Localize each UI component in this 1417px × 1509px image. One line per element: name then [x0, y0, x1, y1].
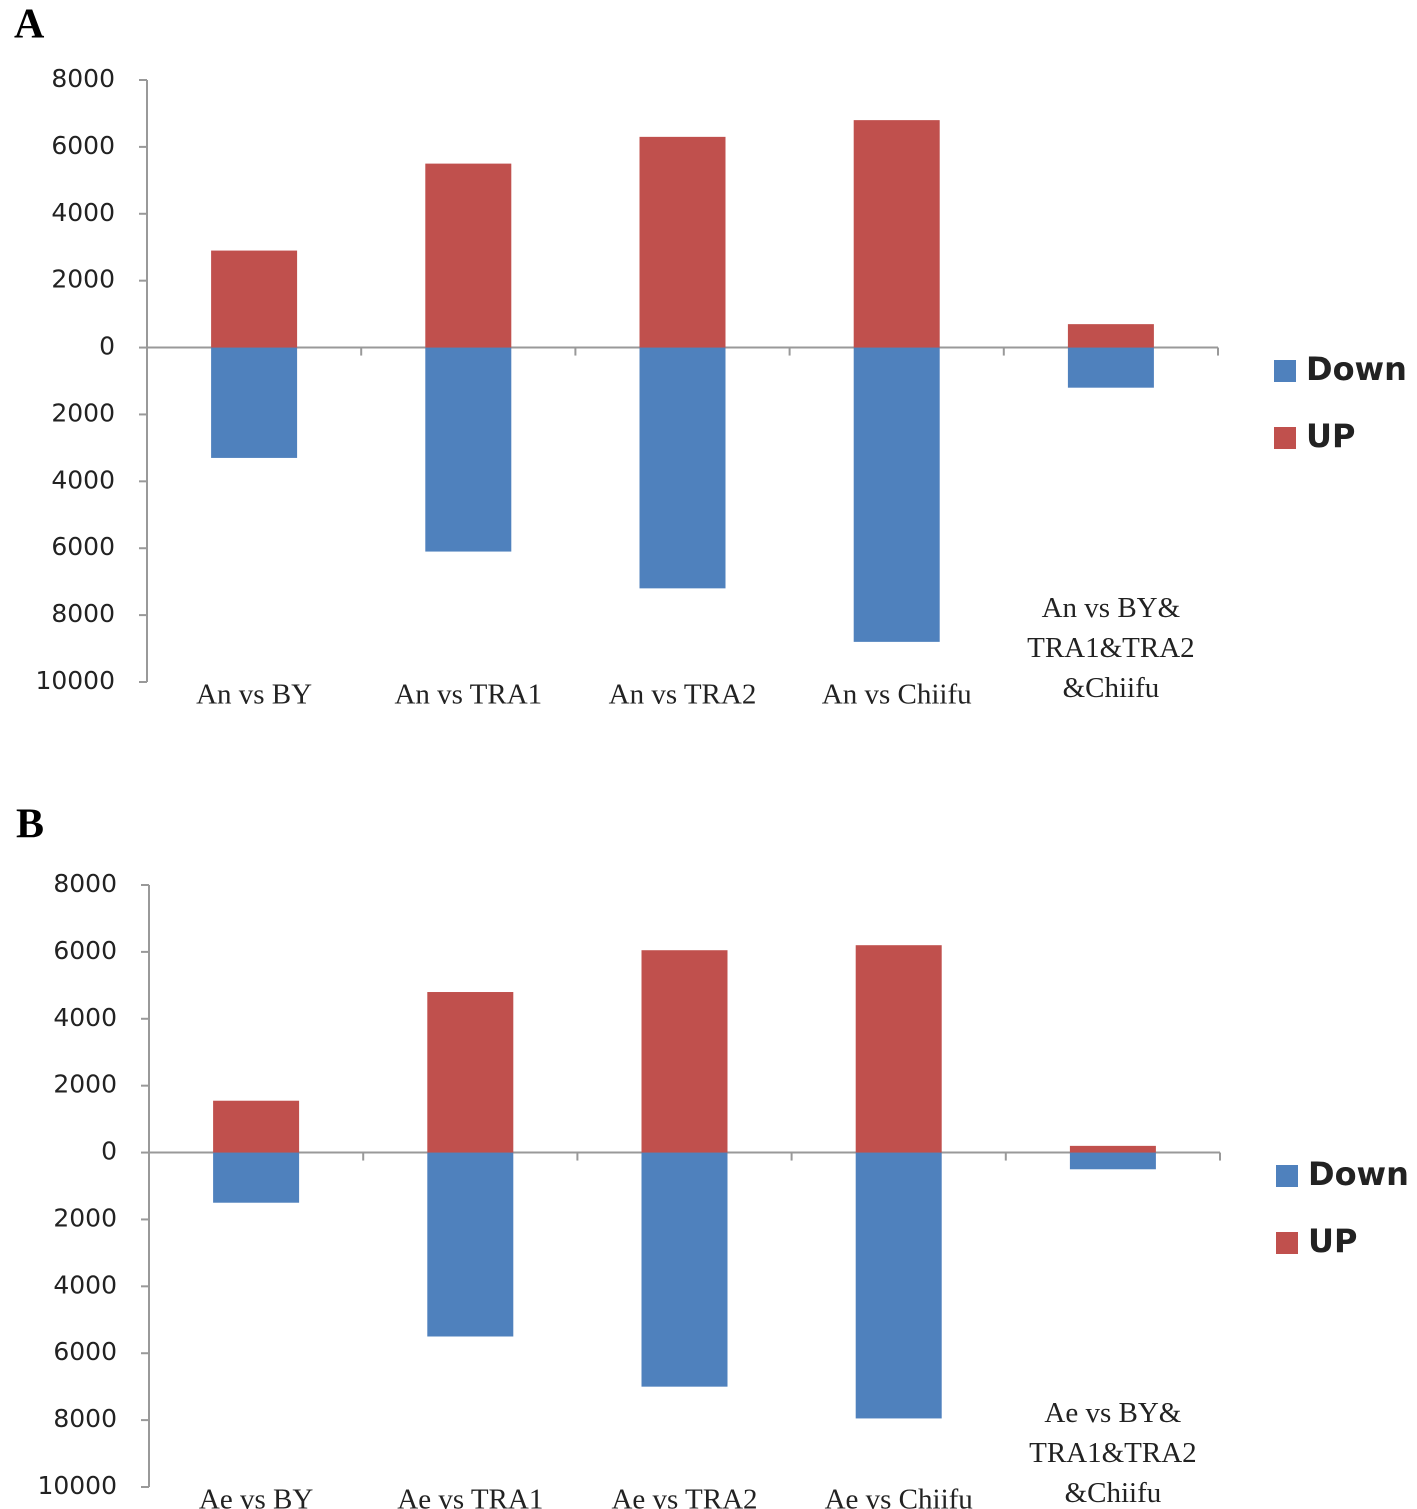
legend-label: UP — [1308, 1222, 1357, 1260]
y-tick-label: 6000 — [51, 532, 115, 561]
x-tick-label: An vs BY — [196, 679, 312, 711]
legend-swatch — [1276, 1232, 1298, 1254]
x-tick-label: Ae vs BY& TRA1&TRA2 &Chiifu — [1029, 1397, 1197, 1509]
bar — [1069, 1152, 1156, 1170]
x-tick-label: Ae vs Chiifu — [825, 1484, 973, 1509]
legend-label: UP — [1306, 417, 1355, 455]
y-tick-label: 6000 — [51, 131, 115, 160]
bar — [855, 945, 942, 1153]
legend-label: Down — [1308, 1155, 1409, 1193]
y-tick-label: 2000 — [53, 1203, 117, 1232]
bar — [1069, 1145, 1156, 1153]
y-tick-label: 10000 — [35, 666, 115, 695]
bar — [853, 347, 940, 642]
x-tick-label: An vs Chiifu — [822, 679, 972, 711]
bar — [213, 1100, 300, 1153]
y-tick-label: 8000 — [53, 869, 117, 898]
bar — [425, 163, 512, 348]
bar — [641, 1152, 728, 1387]
y-tick-label: 2000 — [53, 1070, 117, 1099]
y-tick-label: 10000 — [37, 1471, 117, 1500]
legend-swatch — [1274, 427, 1296, 449]
bar — [855, 1152, 942, 1419]
y-tick-label: 6000 — [53, 1337, 117, 1366]
y-tick-label: 8000 — [51, 64, 115, 93]
x-tick-label: Ae vs TRA1 — [397, 1484, 543, 1509]
y-tick-label: 0 — [101, 1137, 117, 1166]
panel-label: B — [16, 802, 44, 848]
y-tick-label: 8000 — [51, 599, 115, 628]
bar — [213, 1152, 300, 1203]
x-tick-label: An vs BY& TRA1&TRA2 &Chiifu — [1027, 592, 1195, 704]
bar — [211, 250, 298, 348]
bar — [425, 347, 512, 552]
bar — [639, 136, 726, 348]
bar — [853, 120, 940, 348]
legend-swatch — [1276, 1165, 1298, 1187]
bar — [1067, 347, 1154, 388]
y-tick-label: 4000 — [51, 465, 115, 494]
legend-label: Down — [1306, 350, 1407, 388]
y-tick-label: 4000 — [53, 1270, 117, 1299]
x-tick-label: An vs TRA2 — [609, 679, 757, 711]
bar — [211, 347, 298, 458]
bar — [1067, 324, 1154, 348]
x-tick-label: An vs TRA1 — [394, 679, 542, 711]
y-tick-label: 2000 — [51, 398, 115, 427]
x-tick-label: Ae vs BY — [199, 1484, 313, 1509]
panel-label: A — [14, 2, 45, 48]
legend-swatch — [1274, 360, 1296, 382]
y-tick-label: 8000 — [53, 1404, 117, 1433]
y-tick-label: 2000 — [51, 265, 115, 294]
bar — [641, 950, 728, 1153]
bar — [639, 347, 726, 589]
y-tick-label: 6000 — [53, 936, 117, 965]
y-tick-label: 0 — [99, 332, 115, 361]
bar — [427, 1152, 514, 1337]
y-tick-label: 4000 — [53, 1003, 117, 1032]
x-tick-label: Ae vs TRA2 — [611, 1484, 757, 1509]
bar — [427, 992, 514, 1153]
y-tick-label: 4000 — [51, 198, 115, 227]
